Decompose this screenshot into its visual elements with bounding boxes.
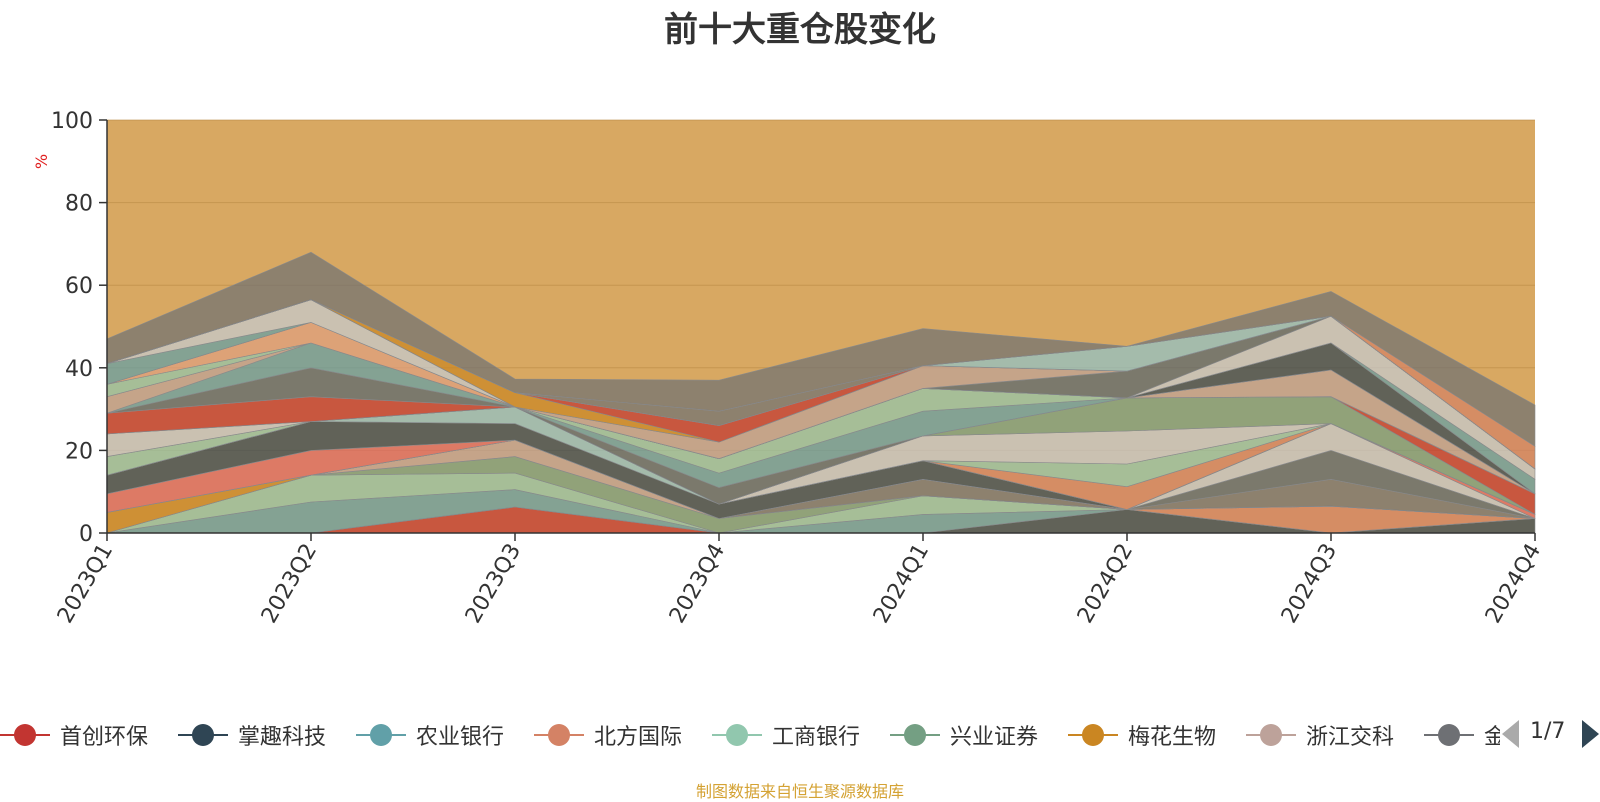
- y-tick-label: 100: [51, 109, 93, 134]
- legend-page-indicator: 1/7: [1530, 719, 1566, 744]
- x-tick-label: 2023Q3: [461, 540, 526, 628]
- legend-item[interactable]: 首创环保: [0, 718, 148, 752]
- x-tick-label: 2023Q1: [53, 540, 118, 628]
- legend: 首创环保 掌趣科技 农业银行 北方国际 工商银行 兴业证券 梅花生物 浙江交科 金: [0, 718, 1500, 752]
- legend-pager: 1/7: [1500, 718, 1600, 752]
- legend-label: 掌趣科技: [238, 725, 327, 750]
- legend-label: 浙江交科: [1306, 725, 1395, 750]
- legend-item[interactable]: 浙江交科: [1246, 718, 1394, 752]
- legend-item[interactable]: 金: [1424, 718, 1500, 752]
- legend-item[interactable]: 农业银行: [356, 718, 504, 752]
- y-tick-label: 20: [65, 439, 93, 464]
- x-tick-label: 2024Q3: [1277, 540, 1342, 628]
- x-tick-label: 2024Q1: [869, 540, 934, 628]
- legend-item[interactable]: 兴业证券: [890, 718, 1038, 752]
- x-tick-label: 2023Q2: [257, 540, 322, 628]
- x-tick-label: 2024Q4: [1481, 540, 1546, 628]
- legend-label: 梅花生物: [1128, 725, 1217, 750]
- legend-label: 农业银行: [416, 725, 505, 750]
- legend-symbol-icon: [356, 720, 406, 750]
- y-axis-unit-label: %: [32, 153, 52, 170]
- legend-item[interactable]: 工商银行: [712, 718, 860, 752]
- legend-symbol-icon: [712, 720, 762, 750]
- legend-symbol-icon: [1424, 720, 1474, 750]
- y-tick-label: 80: [65, 192, 93, 217]
- chart-title: 前十大重仓股变化: [664, 10, 936, 50]
- legend-label: 工商银行: [772, 725, 861, 750]
- legend-symbol-icon: [1068, 720, 1118, 750]
- area-series-35: [106, 251, 1536, 447]
- legend-item[interactable]: 梅花生物: [1068, 718, 1216, 752]
- x-tick-label: 2024Q2: [1073, 540, 1138, 628]
- legend-symbol-icon: [1246, 720, 1296, 750]
- legend-prev-page-icon[interactable]: [1502, 720, 1519, 748]
- legend-label: 北方国际: [594, 725, 683, 750]
- legend-symbol-icon: [178, 720, 228, 750]
- legend-label: 首创环保: [60, 725, 149, 750]
- data-source-note: 制图数据来自恒生聚源数据库: [695, 782, 904, 801]
- legend-symbol-icon: [0, 720, 50, 750]
- legend-item[interactable]: 北方国际: [534, 718, 682, 752]
- legend-symbol-icon: [890, 720, 940, 750]
- y-tick-label: 60: [65, 274, 93, 299]
- y-tick-label: 40: [65, 357, 93, 382]
- legend-symbol-icon: [534, 720, 584, 750]
- x-tick-label: 2023Q4: [665, 540, 730, 628]
- legend-next-page-icon[interactable]: [1582, 720, 1599, 748]
- legend-label: 金: [1484, 725, 1500, 750]
- y-tick-label: 0: [79, 522, 93, 547]
- legend-item[interactable]: 掌趣科技: [178, 718, 326, 752]
- legend-label: 兴业证券: [950, 725, 1039, 750]
